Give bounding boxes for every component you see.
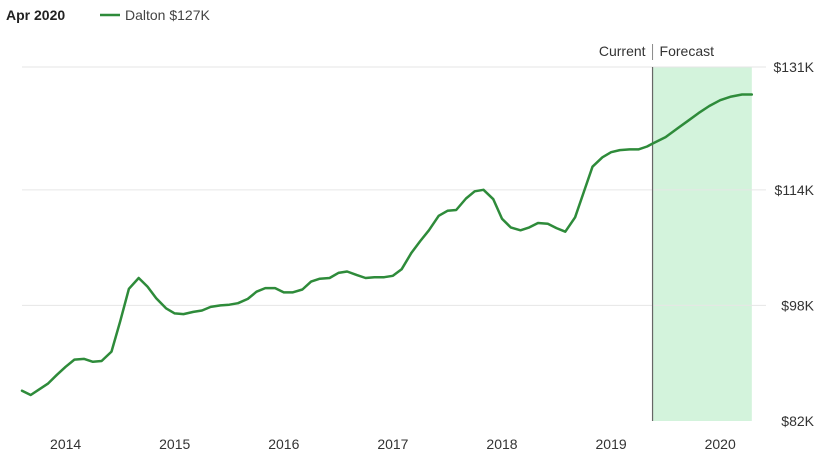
forecast-label: Forecast bbox=[660, 43, 715, 59]
header-date: Apr 2020 bbox=[6, 7, 65, 23]
x-tick-label: 2016 bbox=[268, 436, 299, 452]
y-tick-label: $98K bbox=[781, 297, 814, 313]
series-line-dalton[interactable] bbox=[20, 93, 754, 397]
x-tick-label: 2014 bbox=[50, 436, 81, 452]
x-tick-label: 2020 bbox=[705, 436, 736, 452]
x-tick-label: 2015 bbox=[159, 436, 190, 452]
x-tick-label: 2018 bbox=[486, 436, 517, 452]
y-tick-label: $82K bbox=[781, 413, 814, 429]
forecast-region bbox=[652, 67, 752, 421]
gridlines bbox=[22, 66, 766, 306]
y-tick-label: $131K bbox=[774, 59, 815, 75]
x-tick-label: 2019 bbox=[596, 436, 627, 452]
x-tick-label: 2017 bbox=[377, 436, 408, 452]
x-axis-ticks: 2014 2015 2016 2017 2018 2019 2020 bbox=[50, 436, 736, 452]
y-axis-ticks: $131K $114K $98K $82K bbox=[774, 59, 815, 429]
legend-label[interactable]: Dalton $127K bbox=[125, 7, 211, 23]
y-tick-label: $114K bbox=[775, 182, 815, 198]
current-label: Current bbox=[599, 43, 646, 59]
